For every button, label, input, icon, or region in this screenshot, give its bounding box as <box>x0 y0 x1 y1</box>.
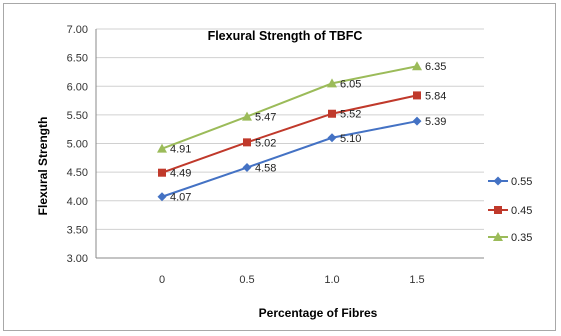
axes: 3.00 3.50 4.00 4.50 5.00 5.50 6.00 6.50 7.00 0 0.5… <box>67 24 484 286</box>
series-group: 4.07 4.58 5.10 5.39 4.49 5.02 5.52 5.84 4.91 5.47… <box>157 61 446 204</box>
legend: 0.55 0.45 0.35 <box>488 176 532 244</box>
data-point <box>327 78 337 88</box>
y-tick-label: 6.00 <box>67 81 88 93</box>
data-point <box>243 138 251 147</box>
data-point <box>412 61 422 71</box>
x-tick-label: 1.0 <box>324 274 339 286</box>
y-tick-label: 5.50 <box>67 110 88 122</box>
data-point <box>157 143 167 153</box>
gridlines <box>96 28 484 230</box>
y-tick-label: 3.50 <box>67 224 88 236</box>
series-0.35: 4.91 5.47 6.05 6.35 <box>157 61 446 156</box>
data-point <box>327 133 337 143</box>
data-label: 6.05 <box>340 78 361 90</box>
x-tick-label: 0 <box>159 274 165 286</box>
y-axis-title: Flexural Strength <box>36 117 50 216</box>
data-point <box>242 163 252 173</box>
y-tick-label: 4.50 <box>67 167 88 179</box>
y-tick-label: 4.00 <box>67 196 88 208</box>
data-label: 5.84 <box>425 90 446 102</box>
data-label: 5.52 <box>340 109 361 121</box>
data-label: 5.10 <box>340 133 361 145</box>
data-label: 4.07 <box>170 192 191 204</box>
legend-marker <box>494 206 502 214</box>
data-point <box>157 192 167 202</box>
legend-marker <box>493 232 503 241</box>
legend-entry: 0.45 <box>488 205 532 217</box>
x-tick-label: 1.5 <box>409 274 424 286</box>
data-label: 4.58 <box>255 163 276 175</box>
chart-title: Flexural Strength of TBFC <box>208 29 363 43</box>
data-point <box>412 116 422 126</box>
y-tick-label: 3.00 <box>67 253 88 265</box>
data-point <box>413 91 421 100</box>
legend-marker <box>493 176 503 186</box>
legend-entry: 0.35 <box>488 232 532 244</box>
data-label: 4.91 <box>170 144 191 156</box>
y-tick-label: 5.00 <box>67 139 88 151</box>
legend-label: 0.45 <box>511 205 532 217</box>
series-line <box>161 94 418 174</box>
data-point <box>328 109 336 118</box>
data-label: 4.49 <box>170 168 191 180</box>
series-0.55: 4.07 4.58 5.10 5.39 <box>157 116 446 204</box>
data-point <box>158 168 166 177</box>
data-label: 5.02 <box>255 137 276 149</box>
x-tick-label: 0.5 <box>239 274 254 286</box>
legend-label: 0.55 <box>511 176 532 188</box>
series-0.45: 4.49 5.02 5.52 5.84 <box>158 90 446 180</box>
data-point <box>242 111 252 121</box>
data-label: 5.39 <box>425 116 446 128</box>
y-tick-label: 7.00 <box>67 24 88 36</box>
x-axis-title: Percentage of Fibres <box>259 306 378 320</box>
series-line <box>161 120 418 198</box>
legend-entry: 0.55 <box>488 176 532 188</box>
series-line <box>161 65 418 150</box>
data-label: 5.47 <box>255 112 276 124</box>
data-label: 6.35 <box>425 61 446 73</box>
y-tick-label: 6.50 <box>67 53 88 65</box>
legend-label: 0.35 <box>511 232 532 244</box>
